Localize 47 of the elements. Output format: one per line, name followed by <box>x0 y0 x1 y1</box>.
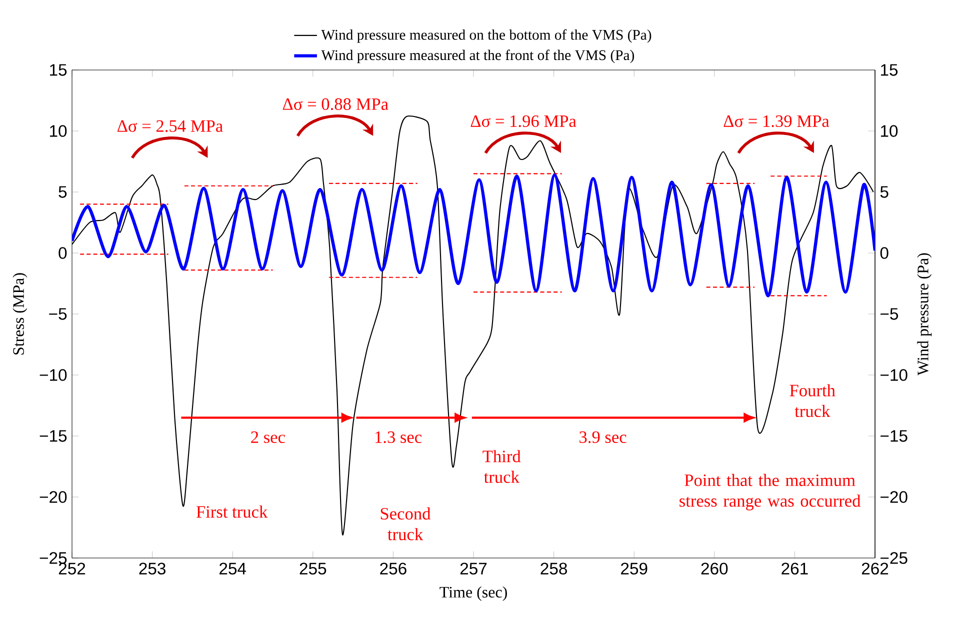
y2-tick-label: 0 <box>880 247 888 259</box>
y-tick-label: −20 <box>40 491 67 503</box>
annotation: Δσ = 1.96 MPa <box>470 115 576 128</box>
y2-tick-label: −10 <box>880 369 908 381</box>
line-series <box>72 173 876 298</box>
annotation: Δσ = 1.39 MPa <box>724 115 830 128</box>
x-tick-label: 256 <box>380 562 406 575</box>
y2-tick-label: 15 <box>880 64 898 76</box>
y2-axis-title: Wind pressure (Pa) <box>917 253 932 376</box>
legend-label: Wind pressure measured at the front of the VMS (Pa) <box>321 50 634 64</box>
y-tick-label: 10 <box>50 125 67 137</box>
annotation: Second truck <box>380 507 431 540</box>
x-axis-title: Time (sec) <box>440 586 507 601</box>
y-axis-title: Stress (MPa) <box>12 273 28 354</box>
y2-tick-label: −20 <box>880 491 908 503</box>
annotation: Δσ = 0.88 MPa <box>282 98 388 110</box>
x-tick-label: 261 <box>782 562 808 575</box>
x-tick-label: 253 <box>139 562 166 575</box>
y-tick-label: 0 <box>58 247 67 259</box>
y-tick-label: −25 <box>40 552 67 564</box>
annotation: 2 sec <box>251 431 285 444</box>
annotation: Δσ = 2.54 MPa <box>117 120 223 132</box>
y2-tick-label: −5 <box>880 308 898 320</box>
y-tick-label: 5 <box>58 186 67 198</box>
x-tick-label: 259 <box>621 562 648 575</box>
legend-label: Wind pressure measured on the bottom of the VMS (Pa) <box>321 29 652 43</box>
y2-tick-label: 10 <box>880 125 898 137</box>
y2-tick-label: −15 <box>880 430 908 442</box>
y-tick-label: 15 <box>50 64 67 76</box>
x-tick-label: 260 <box>701 562 728 575</box>
x-tick-label: 257 <box>460 562 487 575</box>
x-tick-label: 262 <box>862 562 888 575</box>
annotation: First truck <box>196 506 268 518</box>
annotation: Fourth truck <box>790 384 836 418</box>
annotation: Third truck <box>482 450 521 483</box>
annotation: Point that the maximum stress range was occurred <box>680 474 861 510</box>
x-tick-label: 252 <box>58 562 86 575</box>
y2-tick-label: −25 <box>880 552 908 564</box>
y-tick-label: −10 <box>40 369 67 381</box>
y-tick-label: −15 <box>40 430 67 442</box>
x-tick-label: 258 <box>540 562 567 575</box>
annotation: 3.9 sec <box>580 431 626 444</box>
x-tick-label: 255 <box>300 562 326 575</box>
y2-tick-label: 5 <box>880 186 888 198</box>
y-tick-label: −5 <box>49 308 67 320</box>
x-tick-label: 254 <box>220 562 246 575</box>
annotation: 1.3 sec <box>375 431 422 444</box>
